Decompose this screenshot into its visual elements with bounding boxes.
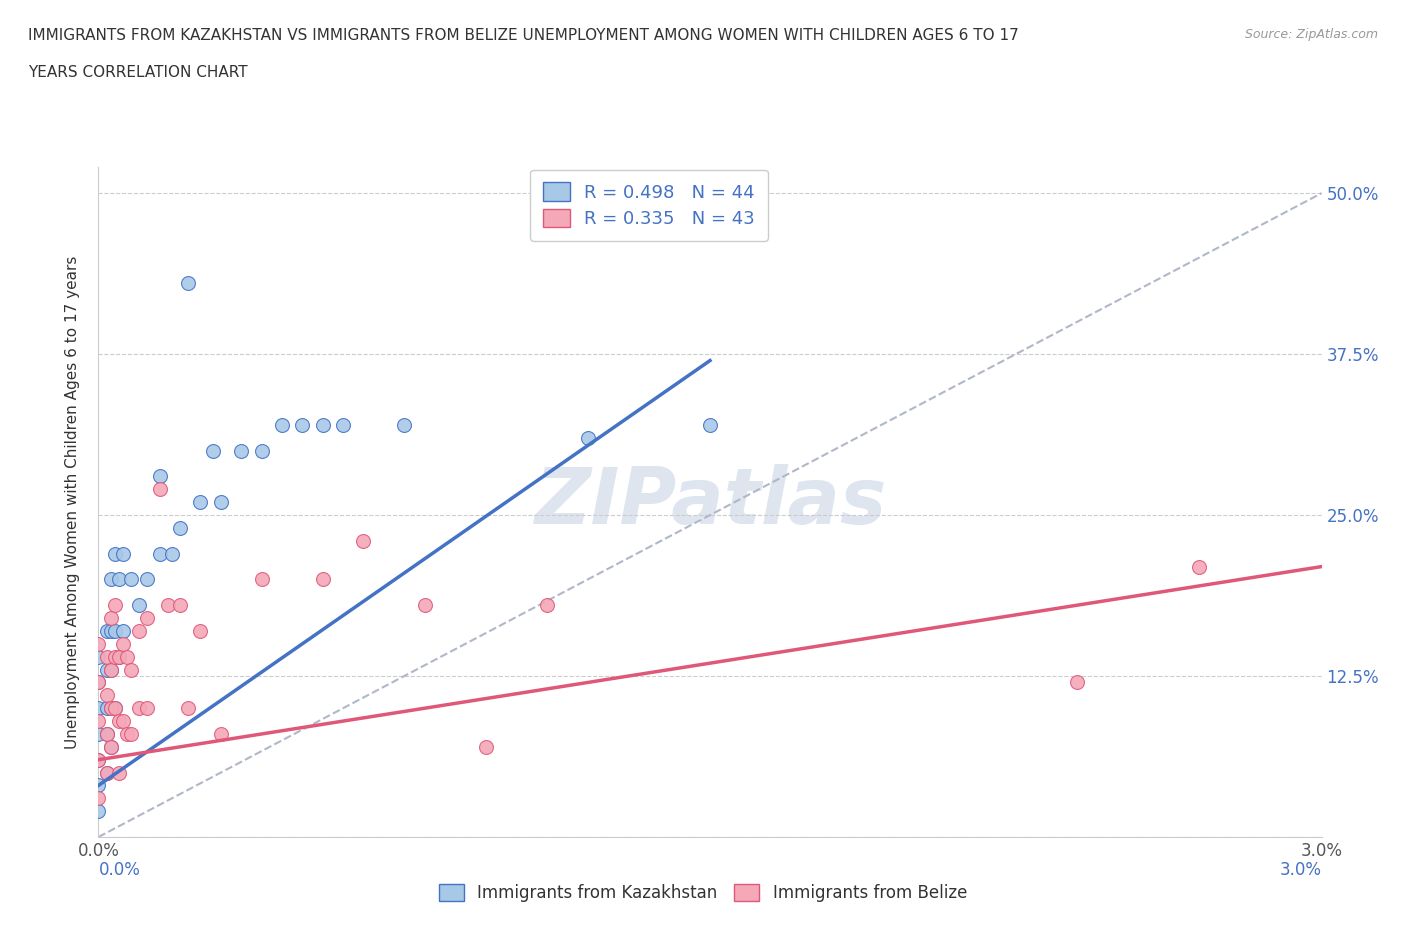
Text: YEARS CORRELATION CHART: YEARS CORRELATION CHART <box>28 65 247 80</box>
Point <box>87 713 110 728</box>
Point <box>128 623 150 638</box>
Text: IMMIGRANTS FROM KAZAKHSTAN VS IMMIGRANTS FROM BELIZE UNEMPLOYMENT AMONG WOMEN WI: IMMIGRANTS FROM KAZAKHSTAN VS IMMIGRANTS… <box>28 28 1019 43</box>
Point <box>87 675 110 690</box>
Point <box>149 482 172 497</box>
Point <box>699 418 721 432</box>
Point <box>100 572 122 587</box>
Point <box>108 713 131 728</box>
Point <box>87 726 110 741</box>
Y-axis label: Unemployment Among Women with Children Ages 6 to 17 years: Unemployment Among Women with Children A… <box>65 256 80 749</box>
Point <box>352 534 374 549</box>
Point <box>104 649 127 664</box>
Point <box>413 598 436 613</box>
Text: 3.0%: 3.0% <box>1279 860 1322 879</box>
Point <box>536 598 558 613</box>
Point <box>87 752 110 767</box>
Point <box>87 804 110 818</box>
Legend: R = 0.498   N = 44, R = 0.335   N = 43: R = 0.498 N = 44, R = 0.335 N = 43 <box>530 170 768 241</box>
Point <box>104 623 127 638</box>
Point <box>104 701 127 716</box>
Text: Source: ZipAtlas.com: Source: ZipAtlas.com <box>1244 28 1378 41</box>
Point <box>156 598 179 613</box>
Point <box>108 572 131 587</box>
Point <box>576 431 599 445</box>
Point <box>188 623 212 638</box>
Point <box>120 726 142 741</box>
Point <box>474 739 498 754</box>
Point <box>87 701 110 716</box>
Point <box>128 598 150 613</box>
Point <box>136 611 159 626</box>
Point <box>201 444 224 458</box>
Point <box>87 778 110 793</box>
Point <box>87 675 110 690</box>
Point <box>111 636 134 651</box>
Point <box>87 752 110 767</box>
Point <box>100 611 122 626</box>
Text: ZIPatlas: ZIPatlas <box>534 464 886 540</box>
Point <box>100 739 122 754</box>
Point <box>100 701 122 716</box>
Point <box>209 495 232 510</box>
Point <box>104 701 127 716</box>
Point <box>96 649 118 664</box>
Point <box>149 469 172 484</box>
Legend: Immigrants from Kazakhstan, Immigrants from Belize: Immigrants from Kazakhstan, Immigrants f… <box>430 875 976 910</box>
Point <box>108 649 131 664</box>
Point <box>332 418 354 432</box>
Point <box>87 790 110 805</box>
Point <box>136 701 159 716</box>
Point <box>96 701 118 716</box>
Point <box>96 726 118 741</box>
Point <box>160 546 183 561</box>
Point <box>120 572 142 587</box>
Point <box>100 662 122 677</box>
Point <box>87 636 110 651</box>
Point <box>100 662 122 677</box>
Point <box>1188 559 1211 574</box>
Point <box>188 495 212 510</box>
Point <box>96 662 118 677</box>
Point <box>100 701 122 716</box>
Point <box>115 649 138 664</box>
Point <box>104 598 127 613</box>
Point <box>136 572 159 587</box>
Point <box>250 572 273 587</box>
Point <box>108 649 131 664</box>
Point <box>149 546 172 561</box>
Point <box>87 649 110 664</box>
Point <box>96 765 118 780</box>
Point <box>96 688 118 703</box>
Point <box>108 765 131 780</box>
Point <box>291 418 314 432</box>
Point <box>104 546 127 561</box>
Point <box>250 444 273 458</box>
Point <box>96 765 118 780</box>
Point <box>120 662 142 677</box>
Point <box>1066 675 1088 690</box>
Point <box>392 418 416 432</box>
Point <box>115 726 138 741</box>
Point <box>169 598 191 613</box>
Point <box>96 726 118 741</box>
Point <box>311 418 335 432</box>
Point <box>100 623 122 638</box>
Point <box>270 418 292 432</box>
Point <box>177 701 200 716</box>
Point <box>128 701 150 716</box>
Point <box>231 444 253 458</box>
Point <box>177 276 200 291</box>
Point <box>209 726 232 741</box>
Point <box>96 623 118 638</box>
Point <box>111 713 134 728</box>
Point <box>111 623 134 638</box>
Text: 0.0%: 0.0% <box>98 860 141 879</box>
Point <box>111 546 134 561</box>
Point <box>100 739 122 754</box>
Point <box>169 521 191 536</box>
Point <box>311 572 335 587</box>
